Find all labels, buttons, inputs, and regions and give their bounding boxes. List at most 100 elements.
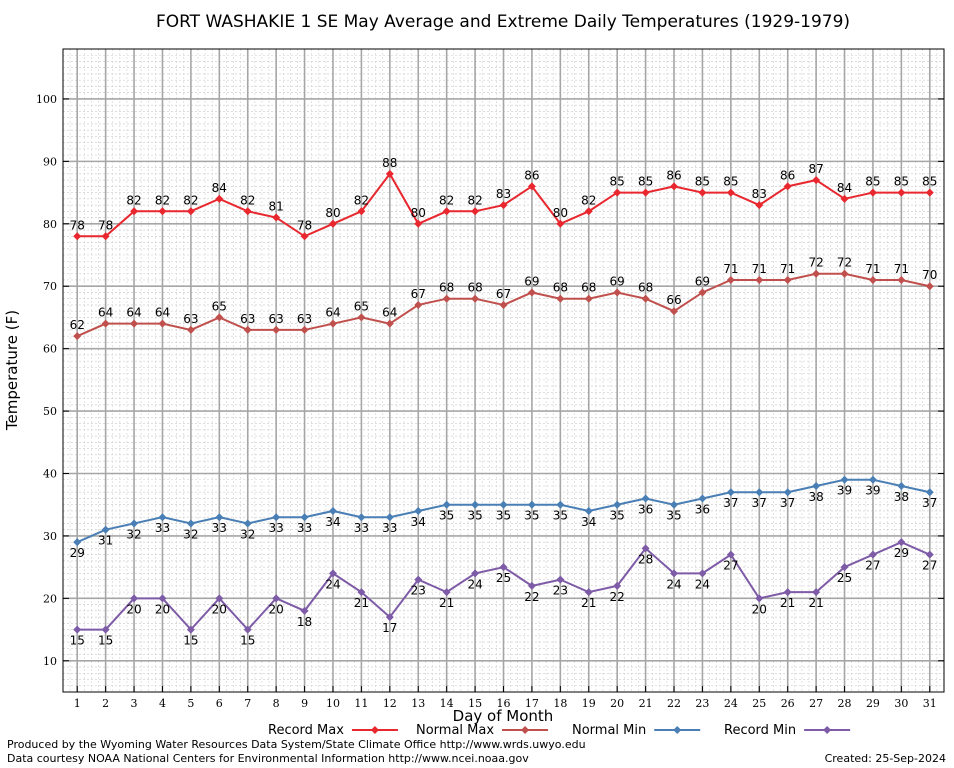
data-point	[670, 500, 679, 509]
series-group: 78 78 82 82 82 84 82 81 78 80 82 88 80 82 82 83 86 80 82 85…	[70, 156, 938, 648]
data-point	[840, 194, 849, 203]
x-tick-label: 6	[216, 697, 223, 710]
y-axis-label: Temperature (F)	[3, 310, 21, 431]
x-tick-label: 26	[781, 697, 795, 710]
data-point	[158, 319, 167, 328]
data-label: 78	[297, 218, 312, 232]
legend-label: Normal Max	[416, 723, 494, 738]
data-label: 65	[354, 299, 369, 313]
data-point	[527, 182, 536, 191]
data-label: 72	[837, 256, 852, 270]
data-label: 82	[581, 193, 596, 207]
data-point	[130, 519, 139, 528]
data-label: 39	[837, 484, 852, 498]
data-point	[442, 588, 451, 597]
legend: Record Max Normal Max Normal Min Record Min	[268, 723, 851, 738]
x-tick-label: 27	[809, 697, 823, 710]
data-point	[243, 519, 252, 528]
legend-item-record-max: Record Max	[268, 723, 398, 738]
data-label: 35	[524, 509, 539, 523]
data-point	[357, 588, 366, 597]
data-label: 71	[894, 262, 909, 276]
data-label: 85	[865, 175, 880, 189]
data-point	[670, 307, 679, 316]
data-point	[925, 188, 934, 197]
data-label: 66	[666, 293, 681, 307]
data-label: 38	[894, 490, 909, 504]
x-tick-label: 29	[866, 697, 880, 710]
footer-created-date: Created: 25-Sep-2024	[824, 752, 946, 765]
legend-marker	[823, 726, 832, 734]
x-tick-label: 22	[667, 697, 681, 710]
data-point	[243, 625, 252, 634]
series-normal-max: 62 64 64 64 63 65 63 63 63 64 65 64 67 68 68 67 69 68 68 69…	[70, 256, 937, 341]
data-point	[385, 169, 394, 178]
data-label: 70	[922, 268, 937, 282]
data-point	[698, 188, 707, 197]
data-label: 67	[411, 287, 426, 301]
legend-marker	[370, 726, 379, 734]
data-label: 84	[212, 181, 227, 195]
data-point	[357, 513, 366, 522]
data-label: 68	[467, 281, 482, 295]
data-point	[101, 525, 110, 534]
x-tick-label: 19	[582, 697, 596, 710]
data-point	[215, 513, 224, 522]
data-label: 25	[837, 571, 852, 585]
data-label: 28	[638, 552, 653, 566]
data-point	[868, 475, 877, 484]
data-label: 82	[354, 193, 369, 207]
x-tick-label: 1	[74, 697, 81, 710]
data-label: 69	[524, 274, 539, 288]
data-label: 18	[297, 615, 312, 629]
data-point	[272, 513, 281, 522]
data-label: 83	[496, 187, 511, 201]
data-label: 20	[155, 602, 170, 616]
data-point	[186, 207, 195, 216]
series-normal-min: 29 31 32 33 32 33 32 33 33 34 33 33 34 35 35 35 35 35 34 35…	[70, 475, 937, 560]
data-label: 21	[808, 596, 823, 610]
data-label: 24	[325, 577, 340, 591]
data-label: 64	[155, 306, 170, 320]
grid	[63, 48, 944, 693]
data-label: 27	[922, 559, 937, 573]
data-point	[130, 319, 139, 328]
data-label: 85	[638, 175, 653, 189]
data-label: 33	[269, 521, 284, 535]
data-point	[755, 488, 764, 497]
data-point	[158, 207, 167, 216]
data-point	[584, 294, 593, 303]
legend-item-record-min: Record Min	[724, 723, 851, 738]
data-label: 72	[808, 256, 823, 270]
data-point	[471, 569, 480, 578]
series-record-min: 15 15 20 20 15 20 15 20 18 24 21 17 23 21 24 25 22 23 21 22…	[70, 538, 937, 648]
data-label: 15	[240, 634, 255, 648]
data-label: 32	[240, 527, 255, 541]
data-point	[328, 319, 337, 328]
x-tick-label: 11	[354, 697, 368, 710]
data-point	[300, 232, 309, 241]
data-label: 35	[467, 509, 482, 523]
data-point	[357, 313, 366, 322]
x-tick-label: 10	[326, 697, 340, 710]
x-tick-label: 8	[273, 697, 280, 710]
data-label: 37	[780, 496, 795, 510]
data-label: 62	[70, 318, 85, 332]
data-point	[328, 219, 337, 228]
x-tick-label: 18	[553, 697, 567, 710]
legend-label: Record Min	[724, 723, 796, 738]
data-label: 27	[723, 559, 738, 573]
data-point	[101, 232, 110, 241]
data-point	[499, 201, 508, 210]
data-label: 25	[496, 571, 511, 585]
data-point	[812, 269, 821, 278]
data-point	[613, 581, 622, 590]
legend-item-normal-max: Normal Max	[416, 723, 549, 738]
data-label: 35	[666, 509, 681, 523]
data-label: 80	[411, 206, 426, 220]
data-point	[726, 488, 735, 497]
x-tick-label: 24	[724, 697, 738, 710]
data-label: 65	[212, 299, 227, 313]
data-point	[556, 294, 565, 303]
data-point	[840, 269, 849, 278]
